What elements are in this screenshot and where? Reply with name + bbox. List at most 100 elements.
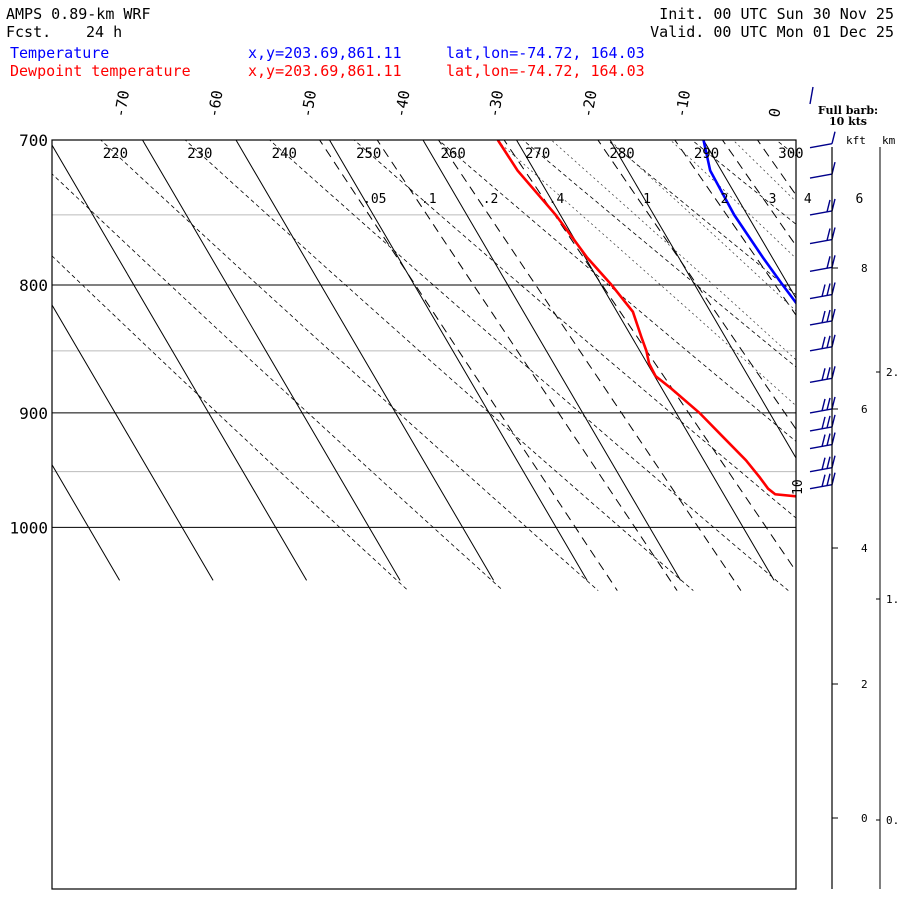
dry-adiabat [691,140,796,225]
barb-flag [821,474,826,487]
theta-label: 220 [103,146,128,162]
mixing-ratio-line [437,140,742,591]
barb-flag [826,256,831,269]
moist-adiabat [795,140,796,141]
isotherm-label: -30 [485,89,507,119]
km-tick-label: 1. [886,593,899,606]
barb-staff [809,143,833,149]
moist-adiabat [843,124,900,590]
barb-flag [826,199,831,213]
kft-tick-label: 0 [861,812,868,825]
wind-barb [809,396,836,414]
isotherm-label: -10 [672,89,694,119]
isotherm [142,140,401,581]
barb-flag [821,310,826,324]
kft-tick-label: 6 [861,403,868,416]
barb-flag [826,283,831,296]
barb-staff [809,266,833,273]
init-time: Init. 00 UTC Sun 30 Nov 25 [659,5,894,23]
temperature-latlon: lat,lon=-74.72, 164.03 [446,44,645,62]
pressure-tick-label: 800 [19,276,48,295]
wind-barb [809,255,836,273]
dewpoint-legend-label: Dewpoint temperature [10,62,191,80]
kft-tick-label: 2 [861,678,868,691]
barb-flag [826,367,831,380]
isotherm [329,140,588,581]
barb-legend-text: Full barb: [818,104,878,117]
valid-time: Valid. 00 UTC Mon 01 Dec 25 [650,23,894,41]
pressure-tick-label: 1000 [9,518,48,537]
isotherm [52,144,308,581]
theta-label: 280 [609,146,634,162]
moist-adiabat [550,140,796,361]
kft-axis-label: kft [846,134,866,147]
isotherm [422,140,682,581]
moist-adiabat [495,140,796,407]
wind-barb [809,334,836,352]
barb-flag [821,398,826,412]
dry-adiabat [353,140,796,519]
dewpoint-xy: x,y=203.69,861.11 [248,62,402,80]
kft-tick-label: 4 [861,542,868,555]
isotherm-label: 0 [765,107,784,119]
wind-barb [809,161,836,179]
wind-barb [809,366,836,384]
mixing-ratio-line [597,140,796,431]
mixing-ratio-line [376,140,678,591]
forecast-hour: 24 h [86,23,123,41]
isotherm [516,140,775,581]
barb-staff [809,408,833,414]
barb-flag [821,434,826,447]
height-scale: kft km 8 6 4 2 0 2. 1. 0. [831,134,899,889]
isotherm [52,303,214,581]
isotherm [891,140,900,580]
theta-label: 250 [356,146,381,162]
wind-barb [809,227,836,245]
mixing-ratio-label: 3 [769,192,777,207]
barb-flag [821,457,826,470]
wind-barb [809,131,836,149]
wind-barb [809,414,836,432]
barb-flag [826,473,831,486]
mixing-ratio-line [798,124,900,590]
km-tick-label: 0. [886,814,899,827]
chart-grid [0,124,900,591]
wind-barb [809,455,836,473]
isotherm [235,140,495,581]
theta-label: 260 [441,146,466,162]
kft-tick-label: 8 [861,262,868,275]
barb-legend-icon [809,86,814,105]
theta-label: 300 [778,146,803,162]
dry-adiabat [52,173,504,591]
barb-staff [809,210,833,216]
barb-staff [809,377,833,384]
dry-adiabat [269,140,789,591]
plot-frame [51,139,797,890]
dewpoint-profile [496,140,796,498]
dry-adiabat [606,140,796,296]
mixing-ratio-label: .4 [549,192,565,207]
isotherm [0,140,26,580]
dry-adiabat [52,255,409,591]
km-axis-label: km [882,134,896,147]
barb-flag [821,416,826,430]
barb-flag [826,309,831,323]
dry-adiabat [437,140,796,442]
temperature-xy: x,y=203.69,861.11 [248,44,402,62]
pressure-tick-label: 700 [19,131,48,150]
mixing-ratio-label: .1 [421,192,437,207]
barb-staff [809,443,833,450]
theta-label: 290 [694,146,719,162]
theta-label: 240 [272,146,297,162]
isotherm-label: -60 [204,89,226,119]
km-tick-label: 2. [886,366,899,379]
barb-flag [826,456,831,469]
mixing-ratio-label: 6 [856,192,864,207]
chart-series [496,140,796,498]
isotherm [52,463,121,581]
barb-legend-text: 10 kts [829,115,867,128]
mixing-ratio-line [503,140,796,573]
mixing-ratio-line [674,140,796,316]
pressure-tick-label: 900 [19,404,48,423]
barb-flag [821,336,826,350]
